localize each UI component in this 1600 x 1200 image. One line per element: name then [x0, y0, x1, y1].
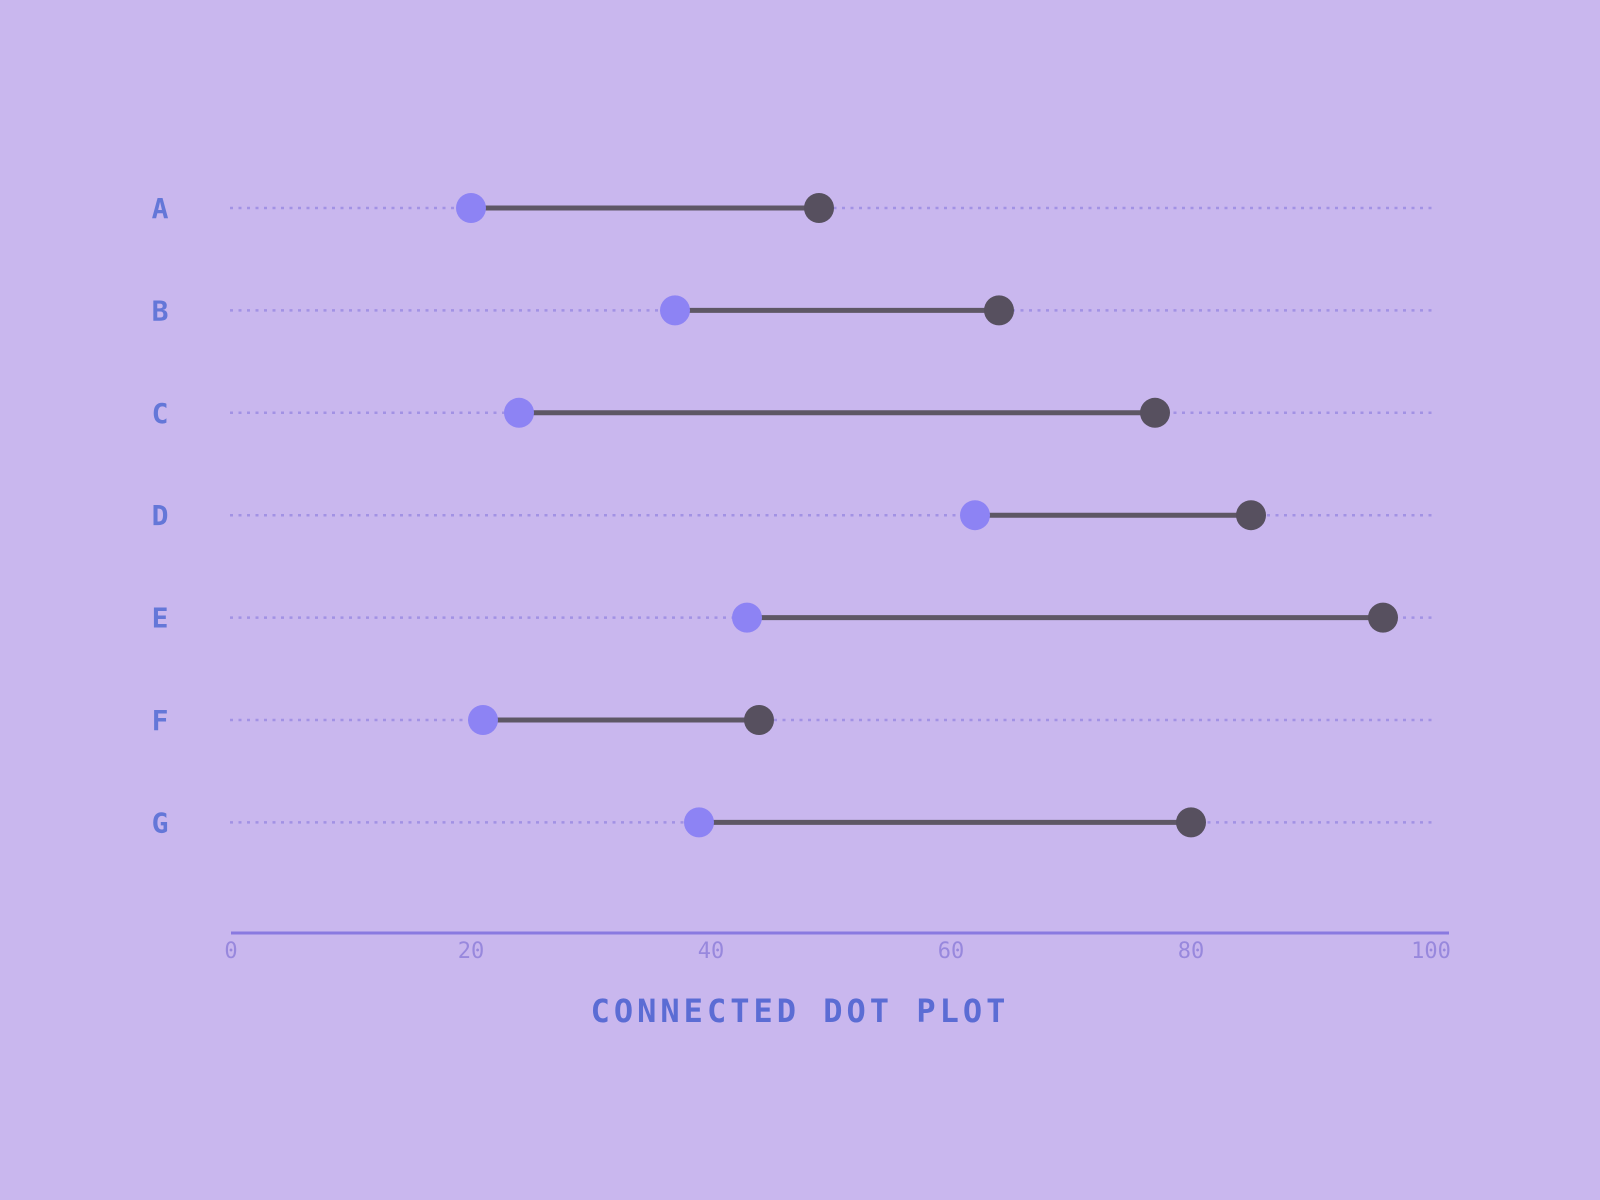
chart-title: CONNECTED DOT PLOT [590, 992, 1010, 1030]
start-dot [468, 705, 498, 735]
category-label: D [152, 499, 169, 532]
x-tick-label: 40 [698, 939, 725, 964]
category-label: B [152, 294, 169, 327]
start-dot [732, 602, 762, 633]
start-dot [684, 807, 714, 838]
end-dot [744, 705, 774, 735]
category-label: C [152, 397, 169, 430]
start-dot [660, 295, 690, 326]
end-dot [1368, 602, 1398, 633]
x-tick-label: 100 [1411, 939, 1451, 964]
end-dot [1140, 397, 1170, 428]
x-tick-label: 80 [1178, 939, 1205, 964]
category-label: A [152, 192, 169, 225]
start-dot [504, 397, 534, 428]
x-tick-label: 0 [224, 939, 237, 964]
x-tick-label: 60 [938, 939, 965, 964]
end-dot [984, 295, 1014, 326]
category-label: G [152, 806, 169, 839]
end-dot [1236, 500, 1266, 531]
start-dot [960, 500, 990, 531]
category-label: F [152, 704, 169, 737]
end-dot [1176, 807, 1206, 838]
end-dot [804, 193, 834, 223]
start-dot [456, 193, 486, 223]
x-tick-label: 20 [458, 939, 485, 964]
category-label: E [152, 602, 169, 635]
